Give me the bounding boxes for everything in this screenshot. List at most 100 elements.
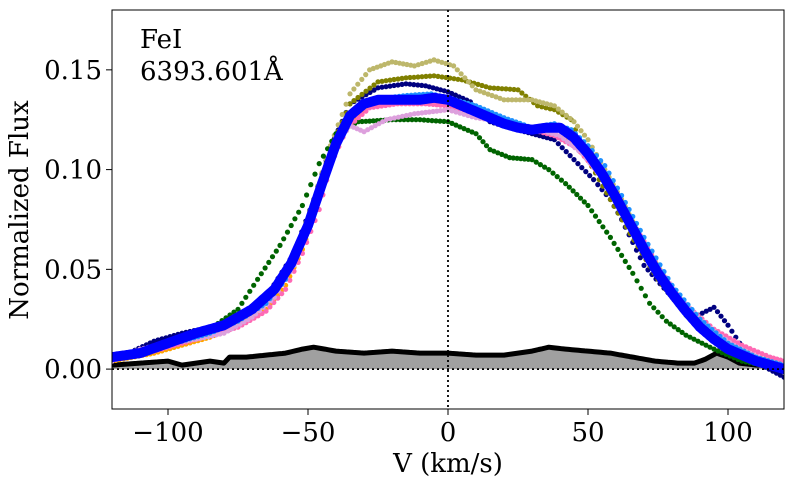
data-point [299,202,305,209]
x-axis-label: V (km/s) [392,449,503,479]
data-point [462,75,468,81]
data-point [521,97,527,103]
data-point [547,106,553,112]
data-point [493,94,499,100]
data-point [535,103,541,109]
data-point [711,346,717,352]
data-point [281,236,287,242]
x-tick-label: 50 [571,418,604,448]
data-point [517,97,523,103]
data-point [351,98,357,104]
data-point [533,159,539,165]
data-point [739,342,745,348]
data-point [363,72,369,78]
series-blue-mean [112,92,784,375]
data-point [703,308,709,314]
data-point [403,75,409,81]
data-point [487,85,493,91]
data-point [355,94,361,101]
data-point [707,306,713,312]
data-point [691,336,697,342]
data-point [596,218,602,225]
data-point [217,331,223,337]
data-point [491,85,497,91]
data-point [375,85,381,91]
data-point [743,344,749,350]
data-point [235,306,241,312]
y-tick-label: 0.15 [44,56,102,86]
data-point [391,115,397,121]
data-point [455,76,461,82]
data-point [687,334,693,340]
data-point [515,87,521,93]
data-point [423,73,429,79]
data-point [747,346,753,352]
data-point [435,58,441,64]
data-point [439,74,445,80]
data-point [415,82,421,88]
data-point [477,88,483,94]
data-point [419,60,425,67]
data-point [751,347,757,353]
data-point [411,74,417,80]
data-point [499,151,505,157]
data-point [487,147,493,153]
data-point [480,139,486,145]
data-point [316,161,322,167]
data-point [485,91,491,97]
data-point [759,351,765,357]
data-point [679,329,685,335]
data-point [251,282,257,288]
data-point [431,57,437,63]
data-point [567,153,573,159]
data-point [699,310,705,316]
data-point [695,338,701,344]
data-point [413,117,419,123]
axis-ticks: −100 −50 0 50 100 0.00 0.05 0.10 0.15 [44,56,753,448]
data-point [563,112,569,118]
data-point [426,109,432,115]
data-point [429,118,435,124]
data-point [262,265,268,271]
data-point [351,86,357,92]
data-point [571,157,577,163]
data-point [571,119,577,125]
data-point [383,117,389,123]
series-black-noise-area [112,347,784,370]
data-point [604,229,610,235]
data-point [607,234,614,240]
data-point [647,300,653,306]
data-point [707,344,713,350]
data-point [476,135,483,141]
data-point [550,170,556,176]
data-point [457,110,463,116]
data-point [451,63,457,69]
data-point [683,332,689,338]
data-point [225,328,231,334]
data-point [399,113,405,119]
data-point [578,128,584,134]
data-point [553,131,559,138]
data-layer [112,57,784,380]
data-point [415,74,421,80]
data-point [387,77,393,83]
data-point [421,117,427,123]
data-point [405,117,411,123]
data-point [347,101,353,107]
data-point [359,111,365,117]
data-point [288,222,294,229]
data-point [671,324,677,330]
data-point [355,81,361,87]
data-point [507,86,513,92]
data-point [563,149,569,155]
data-point [387,83,393,89]
data-point [583,169,589,175]
data-point [296,209,302,215]
data-point [585,202,591,209]
data-point [409,117,415,123]
data-point [585,137,591,143]
data-point [567,115,573,122]
data-point [427,73,433,79]
data-point [667,321,673,327]
data-point [564,139,571,145]
